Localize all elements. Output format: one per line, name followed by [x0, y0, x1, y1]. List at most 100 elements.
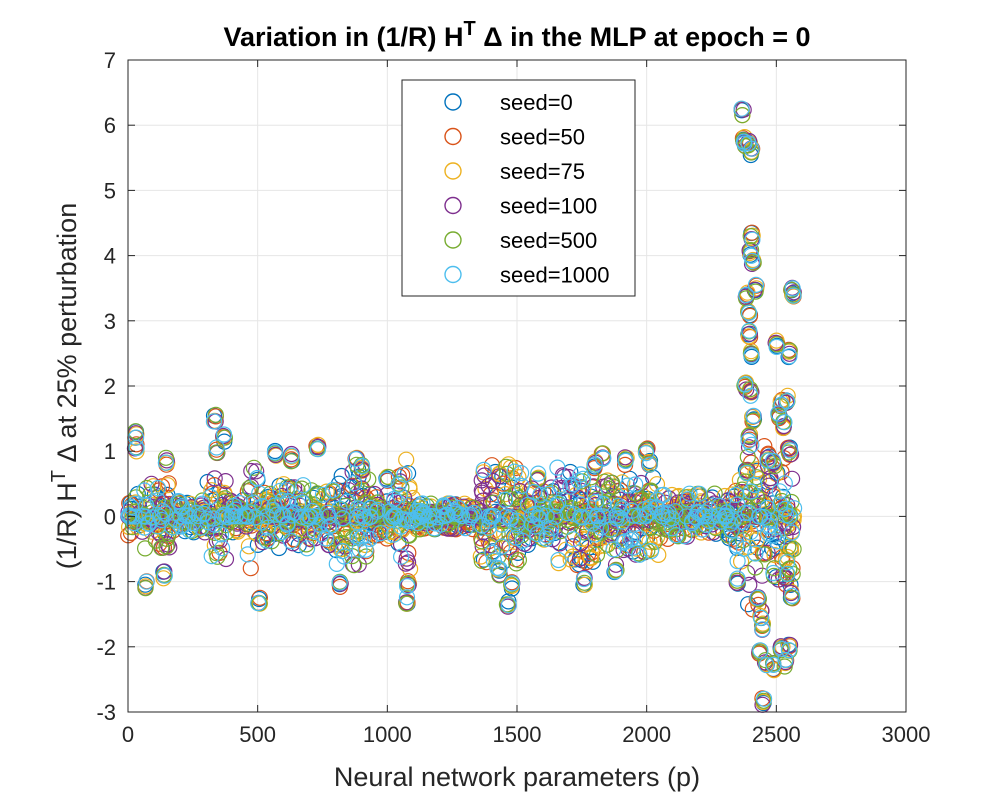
- data-point: [610, 497, 627, 514]
- data-point: [743, 140, 760, 157]
- data-point: [485, 552, 502, 569]
- data-point: [349, 529, 366, 546]
- data-point: [605, 541, 622, 558]
- data-point: [642, 542, 660, 560]
- data-point: [154, 503, 171, 520]
- data-point: [637, 508, 654, 525]
- data-point: [754, 621, 771, 638]
- data-point: [741, 322, 758, 339]
- data-point: [420, 511, 437, 528]
- data-point: [519, 496, 537, 513]
- data-point: [295, 477, 312, 494]
- data-point: [206, 516, 223, 533]
- data-point: [193, 519, 210, 536]
- data-point: [473, 533, 490, 550]
- data-point: [490, 508, 507, 525]
- data-point: [205, 413, 222, 430]
- data-point: [289, 495, 307, 513]
- data-point: [357, 541, 374, 558]
- data-point: [745, 407, 762, 424]
- data-point: [737, 376, 754, 393]
- data-point: [655, 486, 672, 503]
- data-points: [120, 100, 803, 713]
- data-point: [581, 508, 598, 525]
- data-point: [752, 609, 770, 626]
- data-point: [239, 546, 256, 563]
- data-point: [416, 505, 433, 523]
- data-point: [611, 491, 629, 508]
- data-point: [503, 576, 520, 593]
- data-point: [205, 510, 222, 527]
- data-point: [542, 525, 559, 542]
- data-point: [441, 495, 459, 512]
- data-point: [756, 546, 773, 563]
- data-point: [778, 507, 795, 524]
- data-point: [203, 482, 220, 499]
- data-point: [753, 602, 770, 619]
- data-point: [275, 507, 292, 524]
- data-point: [744, 252, 761, 270]
- data-point: [617, 452, 634, 469]
- data-point: [572, 496, 589, 513]
- x-axis-label: Neural network parameters (p): [334, 762, 700, 792]
- data-point: [594, 495, 612, 513]
- legend-label: seed=1000: [500, 263, 610, 288]
- data-point: [320, 518, 338, 535]
- data-point: [765, 656, 782, 674]
- data-point: [779, 565, 796, 582]
- data-point: [503, 575, 521, 592]
- data-point: [226, 497, 243, 514]
- data-point: [362, 499, 379, 516]
- data-point: [691, 485, 708, 502]
- data-point: [700, 491, 717, 508]
- data-point: [500, 490, 517, 507]
- data-point: [153, 539, 170, 557]
- data-point: [740, 304, 758, 321]
- data-point: [414, 495, 431, 512]
- data-point: [362, 508, 379, 525]
- data-point: [781, 348, 798, 365]
- legend-label: seed=75: [500, 159, 585, 184]
- data-point: [659, 530, 676, 548]
- data-point: [215, 426, 233, 443]
- data-point: [565, 476, 582, 493]
- data-point: [549, 459, 566, 476]
- data-point: [175, 517, 192, 534]
- data-point: [772, 496, 789, 513]
- data-point: [780, 440, 797, 457]
- data-point: [328, 555, 345, 573]
- data-point: [642, 482, 660, 499]
- data-point: [743, 436, 760, 453]
- data-point: [608, 561, 625, 579]
- data-point: [498, 465, 515, 482]
- data-point: [326, 536, 343, 553]
- legend-label: seed=100: [500, 194, 597, 219]
- data-point: [157, 449, 175, 466]
- data-point: [780, 444, 797, 461]
- data-point: [772, 642, 790, 659]
- data-point: [137, 508, 154, 525]
- data-point: [171, 493, 188, 510]
- data-point: [759, 499, 776, 517]
- data-point: [747, 545, 764, 562]
- data-point: [758, 656, 775, 674]
- data-point: [548, 497, 565, 514]
- data-point: [747, 559, 764, 576]
- data-point: [282, 532, 299, 550]
- data-point: [489, 525, 506, 543]
- data-point: [128, 429, 145, 446]
- data-point: [747, 283, 764, 300]
- data-point: [532, 486, 549, 503]
- data-point: [482, 508, 500, 525]
- data-point: [348, 456, 365, 473]
- data-point: [123, 508, 140, 525]
- data-point: [355, 528, 372, 545]
- data-point: [754, 545, 772, 562]
- data-point: [785, 540, 802, 558]
- data-point: [742, 381, 759, 398]
- data-point: [258, 532, 275, 549]
- data-point: [473, 508, 490, 525]
- data-point: [623, 530, 641, 547]
- data-point: [694, 521, 711, 538]
- data-point: [194, 495, 211, 512]
